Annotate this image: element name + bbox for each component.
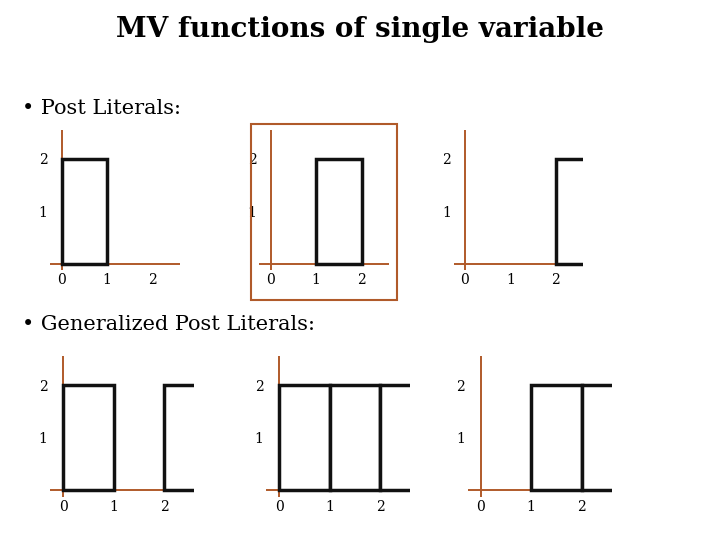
Bar — [279, 386, 330, 490]
Bar — [330, 386, 380, 490]
Bar — [63, 386, 114, 490]
Text: MV functions of single variable: MV functions of single variable — [116, 16, 604, 43]
Bar — [164, 386, 215, 490]
Bar — [556, 159, 601, 264]
Bar — [316, 159, 361, 264]
Bar — [582, 386, 632, 490]
Text: • Post Literals:: • Post Literals: — [22, 98, 181, 118]
Bar — [531, 386, 582, 490]
Bar — [380, 386, 431, 490]
Bar — [62, 159, 107, 264]
Text: • Generalized Post Literals:: • Generalized Post Literals: — [22, 314, 315, 334]
